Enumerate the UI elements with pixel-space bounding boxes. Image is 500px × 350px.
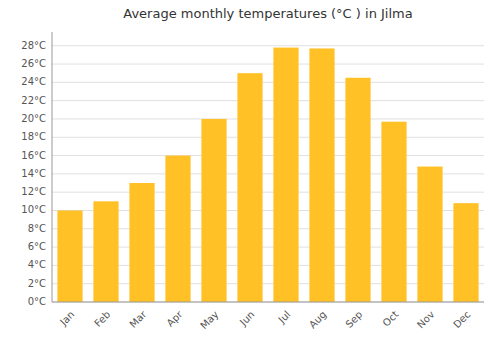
y-tick-label: 10°C: [21, 204, 46, 215]
bar: [93, 201, 118, 302]
y-tick-label: 2°C: [28, 278, 46, 289]
grid-line: [52, 155, 484, 156]
title: Average monthly temperatures (°C ) in Ji…: [123, 6, 412, 21]
y-tick-label: 16°C: [21, 150, 46, 161]
y-tick-label: 22°C: [21, 95, 46, 106]
y-tick-label: 0°C: [28, 296, 46, 307]
bar: [345, 78, 370, 302]
x-tick-label: Mar: [127, 308, 149, 330]
y-tick-label: 28°C: [21, 40, 46, 51]
x-tick-label: Sep: [343, 309, 364, 330]
x-tick-label: Apr: [164, 308, 185, 329]
bar: [381, 122, 406, 302]
x-tick-label: Jun: [237, 309, 257, 329]
grid-line: [52, 302, 484, 303]
y-axis-line: [52, 32, 53, 302]
bar: [309, 48, 334, 302]
x-tick-label: May: [198, 309, 220, 331]
y-tick-label: 14°C: [21, 168, 46, 179]
bar: [453, 203, 478, 302]
y-tick-label: 12°C: [21, 186, 46, 197]
y-grid: [52, 46, 484, 302]
bar: [165, 156, 190, 302]
y-tick-label: 6°C: [28, 241, 46, 252]
bar: [201, 119, 226, 302]
x-axis-line: [52, 302, 484, 303]
x-tick-label: Aug: [307, 309, 329, 331]
grid-line: [52, 100, 484, 101]
grid-line: [52, 64, 484, 65]
grid-line: [52, 82, 484, 83]
bar: [57, 210, 82, 302]
y-tick-label: 20°C: [21, 113, 46, 124]
y-tick-label: 8°C: [28, 223, 46, 234]
bar: [129, 183, 154, 302]
grid-line: [52, 137, 484, 138]
x-tick-label: Feb: [92, 309, 112, 329]
y-tick-label: 4°C: [28, 259, 46, 270]
y-tick-label: 26°C: [21, 58, 46, 69]
y-tick-label: 24°C: [21, 76, 46, 87]
bar: [273, 48, 298, 302]
y-tick-label: 18°C: [21, 131, 46, 142]
bar: [237, 73, 262, 302]
bar: [417, 167, 442, 302]
x-tick-label: Nov: [415, 309, 437, 331]
x-tick-label: Oct: [380, 309, 400, 329]
x-tick-label: Jan: [57, 309, 76, 328]
grid-line: [52, 45, 484, 46]
x-tick-label: Jul: [275, 309, 292, 326]
grid-line: [52, 118, 484, 119]
bars: [57, 48, 478, 302]
x-tick-label: Dec: [451, 309, 472, 330]
chart: 0°C 2°C 4°C 6°C 8°C 10°C 12°C 14°C 16°C 18°C 20°C 2…: [0, 0, 500, 350]
